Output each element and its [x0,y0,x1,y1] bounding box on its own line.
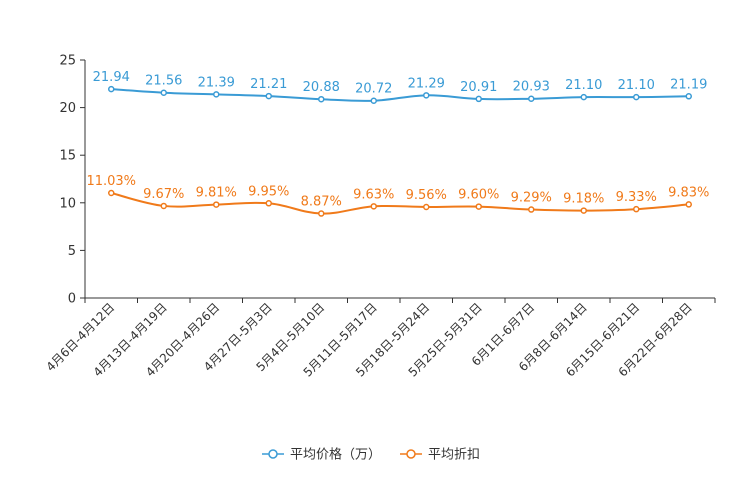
data-point [685,93,692,100]
data-point [265,92,272,100]
y-tick-label: 5 [68,244,76,259]
data-point [475,95,482,103]
data-point [370,97,377,104]
data-label: 9.63% [353,187,394,202]
series-line [111,192,689,215]
y-tick-label: 0 [68,292,76,307]
data-label: 20.72 [355,82,392,97]
axes: 05101520254月6日-4月12日4月13日-4月19日4月20日-4月2… [43,54,716,380]
data-label: 9.29% [511,191,552,206]
data-label: 21.21 [250,77,287,92]
data-point [528,206,535,213]
data-point [423,92,430,99]
series-2: 11.03% 9.67% 9.81% 9.95% 8.87% 9.63% 9.56% 9.60… [86,174,709,217]
y-tick-label: 25 [59,54,76,69]
data-point [633,205,640,213]
data-point [213,91,220,98]
data-point [528,95,535,102]
data-label: 9.83% [668,185,709,200]
y-tick-label: 15 [59,149,76,164]
data-point [108,85,115,93]
y-tick-label: 20 [59,101,76,116]
y-tick-label: 10 [59,196,76,211]
data-point [423,203,430,211]
data-point [160,89,167,96]
data-label: 20.93 [513,80,550,95]
data-point [685,201,692,208]
data-label: 21.10 [565,78,602,93]
data-point [265,200,272,207]
data-point [370,203,377,210]
legend-item-1: 平均价格（万） [262,447,381,463]
series-line [111,88,689,102]
data-label: 9.18% [563,192,604,207]
legend-marker-icon [268,449,278,459]
data-label: 21.56 [145,74,182,89]
data-label: 21.19 [670,77,707,92]
data-label: 9.33% [616,190,657,205]
data-label: 9.95% [248,184,289,199]
data-point [318,95,325,103]
data-point [160,202,167,210]
data-label: 21.39 [198,75,235,90]
legend: 平均价格（万） 平均折扣 [262,447,480,463]
legend-label: 平均折扣 [428,448,480,463]
data-label: 9.81% [196,186,237,201]
legend-item-2: 平均折扣 [400,448,480,463]
data-point [580,207,587,214]
data-label: 21.94 [93,70,130,85]
data-point [108,189,115,197]
data-point [580,93,587,101]
data-label: 20.91 [460,80,497,95]
data-label: 21.29 [408,76,445,91]
data-label: 9.56% [406,188,447,203]
legend-label: 平均价格（万） [290,447,381,463]
data-point [318,210,325,217]
series-1: 21.94 21.56 21.39 21.21 20.88 20.72 21.29 20.91… [93,70,707,104]
data-point [213,201,220,208]
data-label: 9.67% [143,187,184,202]
data-label: 21.10 [618,78,655,93]
legend-marker-icon [406,449,416,459]
data-label: 20.88 [303,80,340,95]
data-label: 8.87% [301,195,342,210]
data-point [633,93,640,101]
data-point [475,203,482,210]
data-label: 9.60% [458,188,499,203]
data-label: 11.03% [86,174,136,189]
series-layer: 21.94 21.56 21.39 21.21 20.88 20.72 21.29 20.91… [86,70,709,217]
